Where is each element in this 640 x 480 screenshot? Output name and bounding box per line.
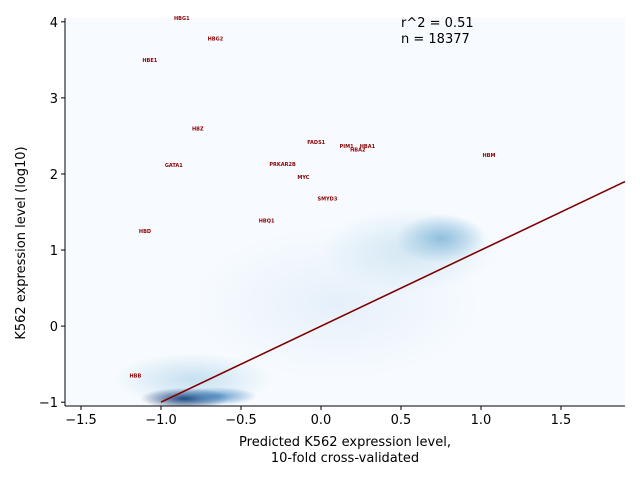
fit-line <box>160 180 626 403</box>
y-tick-label: −1 <box>39 396 58 411</box>
y-tick-label: 0 <box>50 320 58 335</box>
y-axis-ticks: −1 0 1 2 3 4 <box>39 16 65 411</box>
gene-label-pim1: PIM1 <box>340 144 355 150</box>
x-tick-label: −1.5 <box>65 413 97 428</box>
gene-label-gata1: GATA1 <box>165 163 183 169</box>
x-tick-label: 0.5 <box>391 413 412 428</box>
n-count-text: n = 18377 <box>401 32 470 47</box>
x-axis-ticks: −1.5 −1.0 −0.5 0.0 0.5 1.0 1.5 <box>65 406 571 428</box>
gene-label-hbe1: HBE1 <box>142 58 157 64</box>
gene-label-hbq1: HBQ1 <box>259 218 275 224</box>
y-tick-label: 4 <box>50 16 58 31</box>
gene-label-hbg1: HBG1 <box>174 16 190 22</box>
density-layer <box>113 208 497 406</box>
x-tick-label: 1.5 <box>551 413 572 428</box>
gene-label-myc: MYC <box>297 175 309 181</box>
x-tick-label: 0.0 <box>311 413 332 428</box>
gene-label-fads1: FADS1 <box>307 140 325 146</box>
x-tick-label: −0.5 <box>225 413 257 428</box>
gene-label-prkar2b: PRKAR2B <box>269 162 296 168</box>
gene-label-hba2: HBA2 <box>350 148 366 154</box>
gene-label-hbg2: HBG2 <box>208 37 224 43</box>
y-axis-label: K562 expression level (log10) <box>14 146 29 339</box>
y-tick-label: 2 <box>50 168 58 183</box>
gene-label-hbm: HBM <box>483 153 496 159</box>
density-blob <box>113 352 273 406</box>
r-squared-text: r^2 = 0.51 <box>401 16 474 31</box>
x-tick-label: 1.0 <box>471 413 492 428</box>
y-tick-label: 3 <box>50 92 58 107</box>
x-tick-label: −1.0 <box>145 413 177 428</box>
gene-label-hba1: HBA1 <box>360 144 376 150</box>
density-blob <box>193 227 481 380</box>
gene-label-hbb: HBB <box>129 374 141 380</box>
axes: −1.5 −1.0 −0.5 0.0 0.5 1.0 1.5 −1 0 1 2 3 4 <box>39 16 625 428</box>
gene-label-hbd: HBD <box>139 229 151 235</box>
x-axis-label-line2: 10-fold cross-validated <box>271 451 419 466</box>
gene-label-smyd3: SMYD3 <box>317 196 337 202</box>
x-axis-label-line1: Predicted K562 expression level, <box>239 435 451 450</box>
y-tick-label: 1 <box>50 244 58 259</box>
gene-label-hbz: HBZ <box>192 126 204 132</box>
